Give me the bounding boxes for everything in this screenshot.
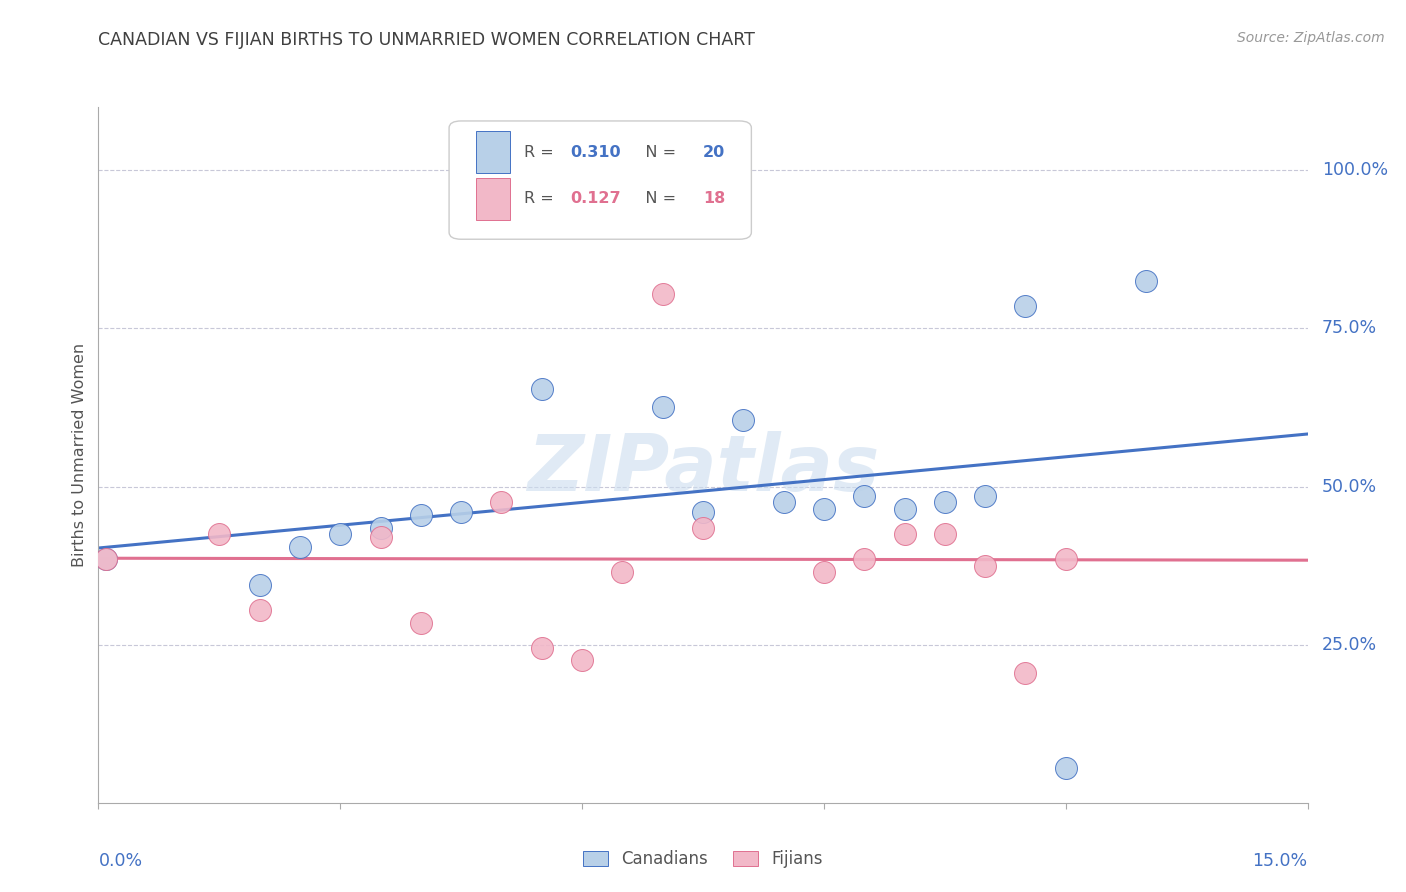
Point: [692, 505, 714, 519]
Text: 0.310: 0.310: [569, 145, 620, 160]
Text: ZIPatlas: ZIPatlas: [527, 431, 879, 507]
Point: [288, 540, 311, 554]
Text: R =: R =: [524, 192, 560, 206]
Point: [1014, 299, 1036, 313]
Point: [893, 527, 915, 541]
Point: [329, 527, 352, 541]
Point: [450, 505, 472, 519]
Point: [1054, 552, 1077, 566]
Text: CANADIAN VS FIJIAN BIRTHS TO UNMARRIED WOMEN CORRELATION CHART: CANADIAN VS FIJIAN BIRTHS TO UNMARRIED W…: [98, 31, 755, 49]
Point: [571, 653, 593, 667]
Point: [208, 527, 231, 541]
Point: [491, 495, 513, 509]
Point: [934, 495, 956, 509]
Point: [96, 552, 118, 566]
Point: [249, 603, 271, 617]
Point: [974, 558, 997, 573]
Text: 0.127: 0.127: [569, 192, 620, 206]
Point: [733, 413, 755, 427]
Text: 0.0%: 0.0%: [98, 852, 142, 870]
Text: N =: N =: [630, 192, 682, 206]
Point: [651, 286, 673, 301]
Legend: Canadians, Fijians: Canadians, Fijians: [576, 843, 830, 874]
Point: [370, 521, 392, 535]
Point: [893, 501, 915, 516]
Text: N =: N =: [630, 145, 682, 160]
Y-axis label: Births to Unmarried Women: Births to Unmarried Women: [72, 343, 87, 567]
Point: [409, 615, 432, 630]
Point: [813, 501, 835, 516]
Point: [96, 552, 118, 566]
Text: 15.0%: 15.0%: [1253, 852, 1308, 870]
Point: [974, 489, 997, 503]
Text: 20: 20: [703, 145, 725, 160]
Point: [1014, 666, 1036, 681]
Point: [692, 521, 714, 535]
Point: [853, 552, 876, 566]
Text: 75.0%: 75.0%: [1322, 319, 1378, 337]
Text: Source: ZipAtlas.com: Source: ZipAtlas.com: [1237, 31, 1385, 45]
FancyBboxPatch shape: [475, 131, 509, 173]
Text: 100.0%: 100.0%: [1322, 161, 1388, 179]
Point: [1054, 761, 1077, 775]
Point: [370, 530, 392, 544]
Text: 25.0%: 25.0%: [1322, 636, 1378, 654]
Text: 18: 18: [703, 192, 725, 206]
FancyBboxPatch shape: [475, 178, 509, 219]
Point: [249, 577, 271, 591]
Point: [772, 495, 794, 509]
Point: [530, 382, 553, 396]
Text: R =: R =: [524, 145, 560, 160]
Text: 50.0%: 50.0%: [1322, 477, 1378, 496]
Point: [853, 489, 876, 503]
Point: [1135, 274, 1157, 288]
Point: [612, 565, 634, 579]
Point: [530, 640, 553, 655]
Point: [813, 565, 835, 579]
FancyBboxPatch shape: [449, 121, 751, 239]
Point: [651, 401, 673, 415]
Point: [934, 527, 956, 541]
Point: [409, 508, 432, 522]
